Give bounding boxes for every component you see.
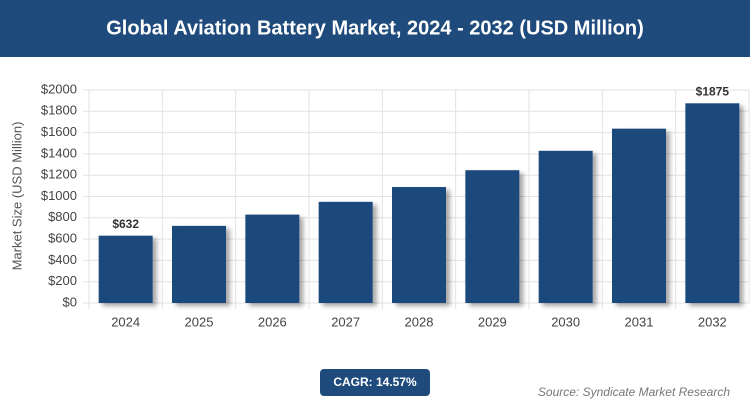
y-tick-label: $1600 [41,124,77,139]
bar [538,150,593,303]
bar [685,103,740,303]
x-tick-label: 2031 [625,314,654,329]
bar [465,170,520,303]
bar [245,214,300,303]
bar [392,187,446,303]
source: Source: Syndicate Market Research [538,385,730,399]
chart-title: Global Aviation Battery Market, 2024 - 2… [106,17,644,39]
x-tick-label: 2032 [698,314,727,329]
cagr-badge [320,369,430,396]
y-tick-label: $1200 [41,167,77,182]
data-label: $632 [112,217,139,231]
x-tick-label: 2028 [405,314,434,329]
bar [98,235,153,303]
y-tick-label: $1400 [41,145,77,160]
y-tick-label: $0 [63,294,77,309]
y-tick-label: $800 [48,209,77,224]
y-tick-label: $1800 [41,103,77,118]
bar [318,201,373,303]
x-tick-label: 2026 [258,314,287,329]
y-tick-label: $600 [48,231,77,246]
data-label: $1875 [696,84,730,98]
bar [612,128,666,303]
x-tick-label: 2027 [331,314,360,329]
y-tick-label: $1000 [41,188,77,203]
cagr-label: CAGR: 14.57% [333,375,417,389]
y-tick-label: $400 [48,252,77,267]
x-tick-label: 2024 [111,314,140,329]
y-tick-label: $200 [48,273,77,288]
y-axis-label: Market Size (USD Million) [9,122,24,271]
x-tick-label: 2030 [551,314,580,329]
x-tick-label: 2025 [185,314,214,329]
title-banner [0,0,750,57]
bar [172,225,226,303]
y-tick-label: $2000 [41,81,77,96]
x-tick-label: 2029 [478,314,507,329]
